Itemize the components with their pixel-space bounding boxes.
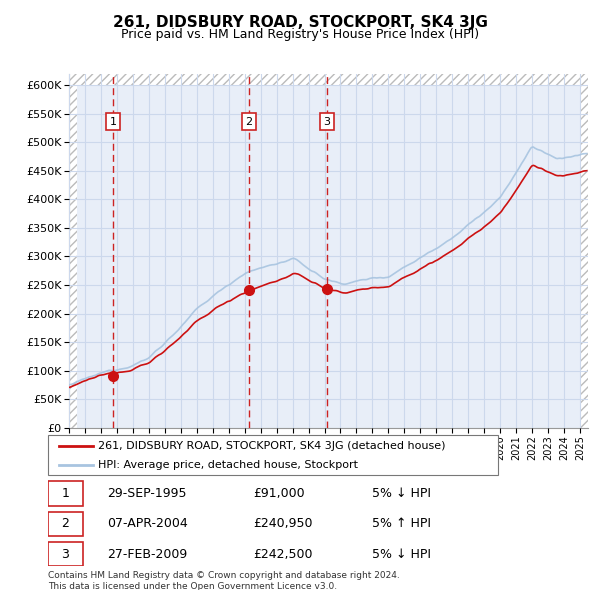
Text: 261, DIDSBURY ROAD, STOCKPORT, SK4 3JG: 261, DIDSBURY ROAD, STOCKPORT, SK4 3JG [113, 15, 487, 30]
Text: 29-SEP-1995: 29-SEP-1995 [107, 487, 187, 500]
Text: 07-APR-2004: 07-APR-2004 [107, 517, 188, 530]
Text: 27-FEB-2009: 27-FEB-2009 [107, 548, 188, 560]
Text: 261, DIDSBURY ROAD, STOCKPORT, SK4 3JG (detached house): 261, DIDSBURY ROAD, STOCKPORT, SK4 3JG (… [97, 441, 445, 451]
Text: £240,950: £240,950 [253, 517, 313, 530]
FancyBboxPatch shape [48, 512, 83, 536]
Text: 5% ↓ HPI: 5% ↓ HPI [372, 487, 431, 500]
Text: £91,000: £91,000 [253, 487, 305, 500]
Text: 5% ↑ HPI: 5% ↑ HPI [372, 517, 431, 530]
Text: 3: 3 [61, 548, 69, 560]
Text: 2: 2 [245, 117, 253, 126]
Text: Price paid vs. HM Land Registry's House Price Index (HPI): Price paid vs. HM Land Registry's House … [121, 28, 479, 41]
Text: 3: 3 [323, 117, 331, 126]
Text: 1: 1 [109, 117, 116, 126]
Text: 5% ↓ HPI: 5% ↓ HPI [372, 548, 431, 560]
Text: HPI: Average price, detached house, Stockport: HPI: Average price, detached house, Stoc… [97, 460, 358, 470]
FancyBboxPatch shape [48, 542, 83, 566]
FancyBboxPatch shape [48, 435, 498, 475]
Text: 2: 2 [61, 517, 69, 530]
Text: Contains HM Land Registry data © Crown copyright and database right 2024.
This d: Contains HM Land Registry data © Crown c… [48, 571, 400, 590]
Text: 1: 1 [61, 487, 69, 500]
FancyBboxPatch shape [48, 481, 83, 506]
Text: £242,500: £242,500 [253, 548, 313, 560]
